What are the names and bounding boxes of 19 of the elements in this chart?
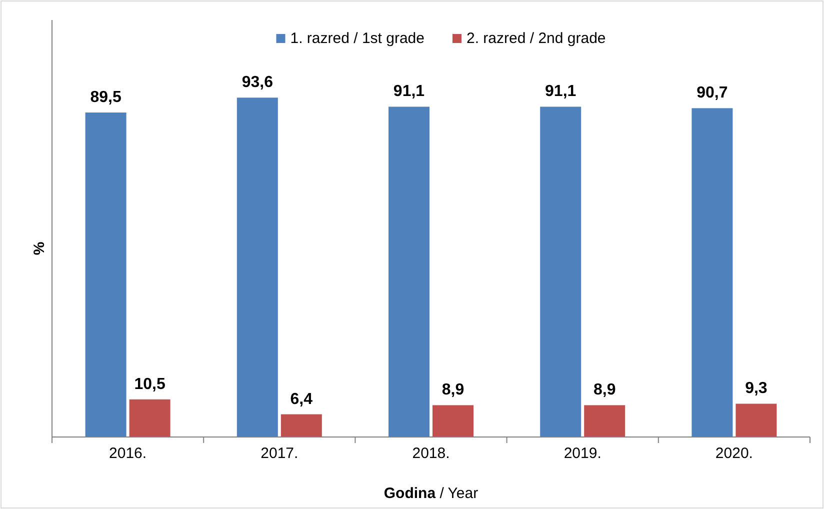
data-label: 93,6 (242, 74, 274, 92)
data-label: 90,7 (696, 84, 728, 102)
data-label: 9,3 (745, 380, 768, 398)
data-label: 10,5 (134, 376, 166, 393)
y-axis-title: % (31, 242, 48, 256)
x-tick-label: 2020. (715, 445, 753, 462)
legend-label: 1. razred / 1st grade (290, 30, 424, 47)
data-label: 89,5 (90, 89, 122, 106)
data-label: 91,1 (545, 83, 576, 100)
x-tick-label: 2017. (260, 445, 298, 462)
data-label: 8,9 (593, 382, 616, 399)
x-axis-title: Godina / Year (384, 485, 478, 502)
data-label: 8,9 (442, 382, 464, 399)
legend-label: 2. razred / 2nd grade (466, 30, 606, 47)
data-label: 6,4 (290, 390, 313, 408)
x-tick-label: 2016. (109, 445, 147, 462)
x-tick-label: 2018. (412, 445, 450, 462)
x-tick-label: 2019. (564, 445, 602, 462)
data-label: 91,1 (393, 83, 425, 100)
